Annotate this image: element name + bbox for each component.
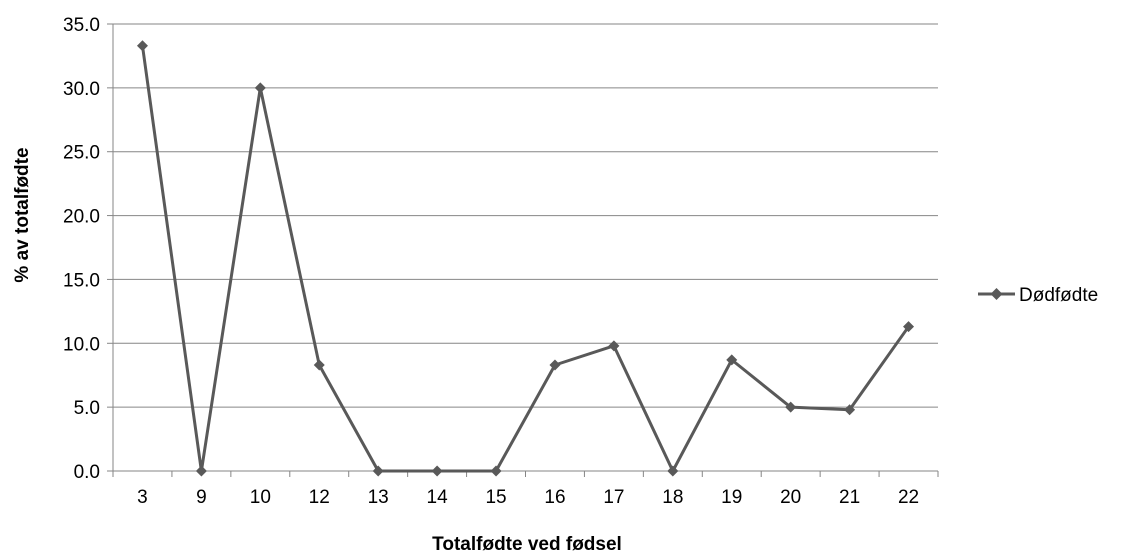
legend-marker — [990, 288, 1003, 300]
data-point — [195, 465, 207, 477]
data-point — [844, 404, 856, 416]
gridlines — [113, 23, 938, 408]
x-tick-label: 15 — [485, 487, 506, 508]
data-point — [549, 359, 561, 371]
x-tick-label: 3 — [137, 487, 148, 508]
x-axis: 3 9 10 12 13 14 15 16 17 18 19 20 21 22 — [112, 24, 939, 508]
data-point — [667, 465, 679, 477]
data-point — [903, 321, 915, 333]
data-point — [254, 82, 266, 94]
x-tick-label: 22 — [898, 487, 919, 508]
y-tick-label: 5.0 — [74, 398, 100, 419]
y-tick-label: 30.0 — [63, 79, 100, 100]
data-point — [313, 359, 325, 371]
y-tick-label: 35.0 — [63, 15, 100, 36]
y-tick-label: 0.0 — [74, 462, 100, 483]
legend-label: Dødfødte — [1019, 285, 1098, 306]
y-tick-label: 10.0 — [63, 334, 100, 355]
x-tick-label: 21 — [839, 487, 860, 508]
y-tick-label: 20.0 — [63, 207, 100, 228]
x-tick-label: 9 — [196, 487, 207, 508]
data-point — [490, 465, 502, 477]
x-tick-label: 17 — [603, 487, 624, 508]
x-axis-title: Totalfødte ved fødsel — [432, 534, 622, 555]
data-point — [431, 465, 443, 477]
y-tick-label: 15.0 — [63, 270, 100, 291]
series-dodfodte — [136, 40, 915, 477]
y-tick-label: 25.0 — [63, 143, 100, 164]
series-line — [140, 45, 910, 473]
x-tick-label: 19 — [721, 487, 742, 508]
y-axis-ticks: 0.0 5.0 10.0 15.0 20.0 25.0 30.0 35.0 — [63, 15, 113, 483]
x-tick-label: 20 — [780, 487, 801, 508]
y-axis-title: % av totalfødte — [12, 147, 33, 282]
x-tick-label: 16 — [544, 487, 565, 508]
x-tick-label: 18 — [662, 487, 683, 508]
x-tick-label: 10 — [250, 487, 271, 508]
data-point — [372, 465, 384, 477]
legend: Dødfødte — [978, 285, 1098, 306]
x-tick-label: 13 — [368, 487, 389, 508]
x-tick-label: 12 — [309, 487, 330, 508]
data-point — [608, 340, 620, 352]
data-point — [136, 40, 148, 52]
data-point — [785, 401, 797, 413]
data-point — [726, 354, 738, 366]
x-tick-label: 14 — [427, 487, 449, 508]
